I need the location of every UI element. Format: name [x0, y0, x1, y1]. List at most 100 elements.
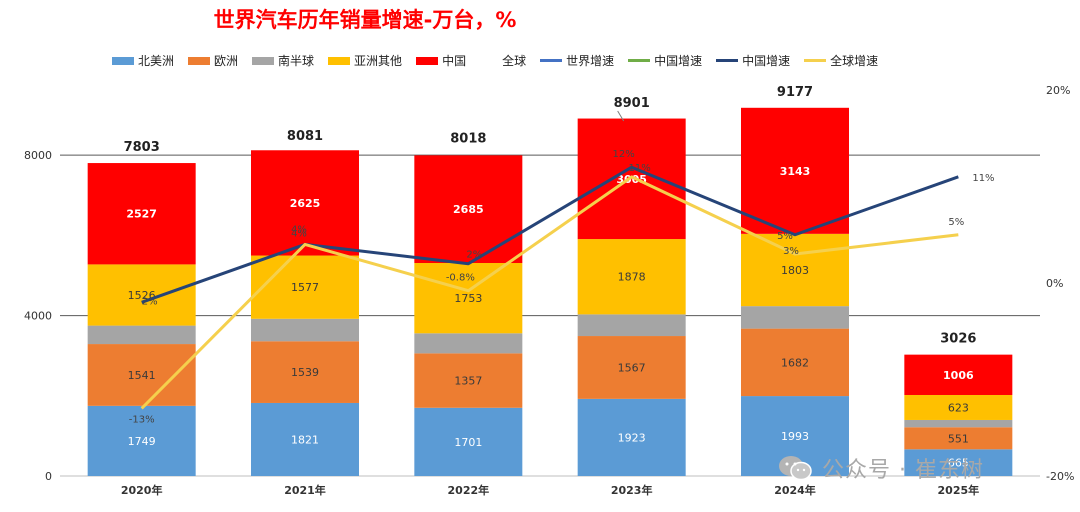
bar-north_america — [414, 407, 523, 476]
bar-label-asia_other: 1803 — [781, 264, 809, 277]
watermark: 公众号 · 崔东树 — [778, 452, 984, 484]
bar-label-asia_other: 1753 — [454, 292, 482, 305]
bar-europe — [904, 427, 1013, 450]
legend-swatch-north-america — [112, 56, 134, 65]
bar-label-europe: 1539 — [291, 366, 319, 379]
line-label-global_growth: 11% — [629, 163, 651, 174]
line-label-global_growth: -13% — [129, 414, 155, 425]
line-label-global_growth: 4% — [291, 224, 307, 235]
bar-southern_hemisphere — [577, 314, 686, 337]
bar-southern_hemisphere — [414, 333, 523, 354]
bar-label-asia_other: 623 — [948, 401, 969, 414]
line-label-global_growth: -0.8% — [446, 273, 475, 284]
total-label: 7803 — [124, 140, 160, 155]
legend-swatch-global-growth — [804, 59, 827, 62]
legend: 北美洲 欧洲 南半球 亚洲其他 中国 全球 世界增速 中国增速 中国增速 全球增… — [112, 52, 892, 69]
y2-tick-label: -20% — [1046, 470, 1074, 483]
bar-asia_other — [251, 255, 359, 319]
legend-item-world-growth: 世界增速 — [540, 52, 614, 69]
line-label-china_growth_2: 5% — [777, 231, 793, 242]
total-label: 8901 — [614, 96, 650, 111]
legend-label-asia-other: 亚洲其他 — [354, 54, 403, 68]
line-label-china_growth_2: 2% — [466, 250, 482, 261]
bar-label-china: 2625 — [290, 197, 321, 210]
line-label-global_growth: 3% — [783, 246, 799, 257]
x-tick-label: 2020年 — [121, 483, 163, 497]
bar-north_america — [251, 402, 359, 476]
bar-china — [904, 354, 1013, 395]
legend-item-china: 中国 — [416, 52, 466, 69]
x-tick-label: 2025年 — [938, 483, 980, 497]
total-label: 8081 — [287, 129, 323, 144]
bar-asia_other — [87, 264, 196, 326]
legend-swatch-asia-other — [328, 56, 351, 65]
bar-southern_hemisphere — [904, 419, 1013, 428]
bar-label-asia_other: 1878 — [618, 271, 646, 284]
x-tick-label: 2024年 — [774, 483, 816, 497]
watermark-text: 公众号 · 崔东树 — [822, 458, 984, 483]
total-label: 8018 — [450, 131, 486, 146]
legend-swatch-europe — [188, 56, 211, 65]
line-label-global_growth: 5% — [948, 217, 964, 228]
y-tick-label: 4000 — [24, 310, 52, 323]
legend-item-europe: 欧洲 — [188, 52, 238, 69]
legend-label-global: 全球 — [502, 54, 527, 68]
bar-europe — [414, 353, 523, 408]
bar-label-north_america: 1821 — [291, 433, 319, 446]
bar-label-europe: 1541 — [128, 369, 156, 382]
bar-label-europe: 1357 — [454, 375, 482, 388]
bar-europe — [741, 328, 849, 397]
bar-label-china: 2685 — [453, 203, 484, 216]
wechat-icon — [779, 456, 812, 481]
x-tick-label: 2022年 — [448, 483, 490, 497]
legend-swatch-china — [416, 56, 439, 65]
y2-tick-label: 0% — [1046, 277, 1063, 290]
line-label-china_growth_2: 2% — [142, 296, 158, 307]
legend-label-china-growth-1: 中国增速 — [654, 54, 703, 68]
legend-label-world-growth: 世界增速 — [566, 54, 615, 68]
bar-label-china: 1006 — [943, 369, 974, 382]
bar-label-china: 2527 — [126, 208, 157, 221]
bar-europe — [251, 341, 359, 403]
bar-asia_other — [741, 233, 849, 307]
bar-southern_hemisphere — [251, 318, 359, 342]
bar-china — [414, 155, 523, 264]
legend-label-global-growth: 全球增速 — [830, 54, 879, 68]
y-tick-label: 8000 — [24, 149, 52, 162]
line-label-china_growth_2: 11% — [972, 173, 994, 184]
bar-label-north_america: 1749 — [128, 435, 156, 448]
line-china_growth_2 — [141, 165, 959, 304]
legend-swatch-world-growth — [540, 59, 563, 62]
legend-label-china: 中国 — [442, 54, 467, 68]
chart-title: 世界汽车历年销量增速-万台，% — [213, 8, 517, 32]
y2-tick-label: 20% — [1046, 84, 1070, 97]
bar-label-north_america: 665 — [948, 457, 969, 470]
bar-label-europe: 1682 — [781, 356, 809, 369]
bar-north_america — [904, 449, 1013, 476]
bar-europe — [577, 336, 686, 399]
bar-label-north_america: 1993 — [781, 430, 809, 443]
total-label: 9177 — [777, 85, 813, 100]
line-global_growth — [140, 175, 959, 410]
legend-item-china-growth-2: 中国增速 — [716, 52, 790, 69]
legend-label-europe: 欧洲 — [214, 54, 239, 68]
x-tick-label: 2021年 — [284, 483, 326, 497]
bar-europe — [87, 344, 196, 406]
bar-china — [87, 163, 196, 265]
bar-asia_other — [414, 263, 523, 334]
x-tick-label: 2023年 — [611, 483, 653, 497]
bar-china — [577, 118, 686, 240]
legend-label-china-growth-2: 中国增速 — [742, 54, 791, 68]
legend-item-china-growth-1: 中国增速 — [628, 52, 702, 69]
legend-item-global-growth: 全球增速 — [804, 52, 878, 69]
bar-china — [741, 107, 849, 234]
y-tick-label: 0 — [45, 470, 52, 483]
line-label-china_growth_2: 12% — [613, 149, 635, 160]
bar-label-north_america: 1923 — [618, 431, 646, 444]
bar-southern_hemisphere — [741, 306, 849, 329]
bar-asia_other — [577, 239, 686, 315]
bar-label-europe: 551 — [948, 432, 969, 445]
legend-item-global: 全球 — [502, 52, 526, 69]
legend-swatch-southern-hemisphere — [252, 56, 275, 65]
